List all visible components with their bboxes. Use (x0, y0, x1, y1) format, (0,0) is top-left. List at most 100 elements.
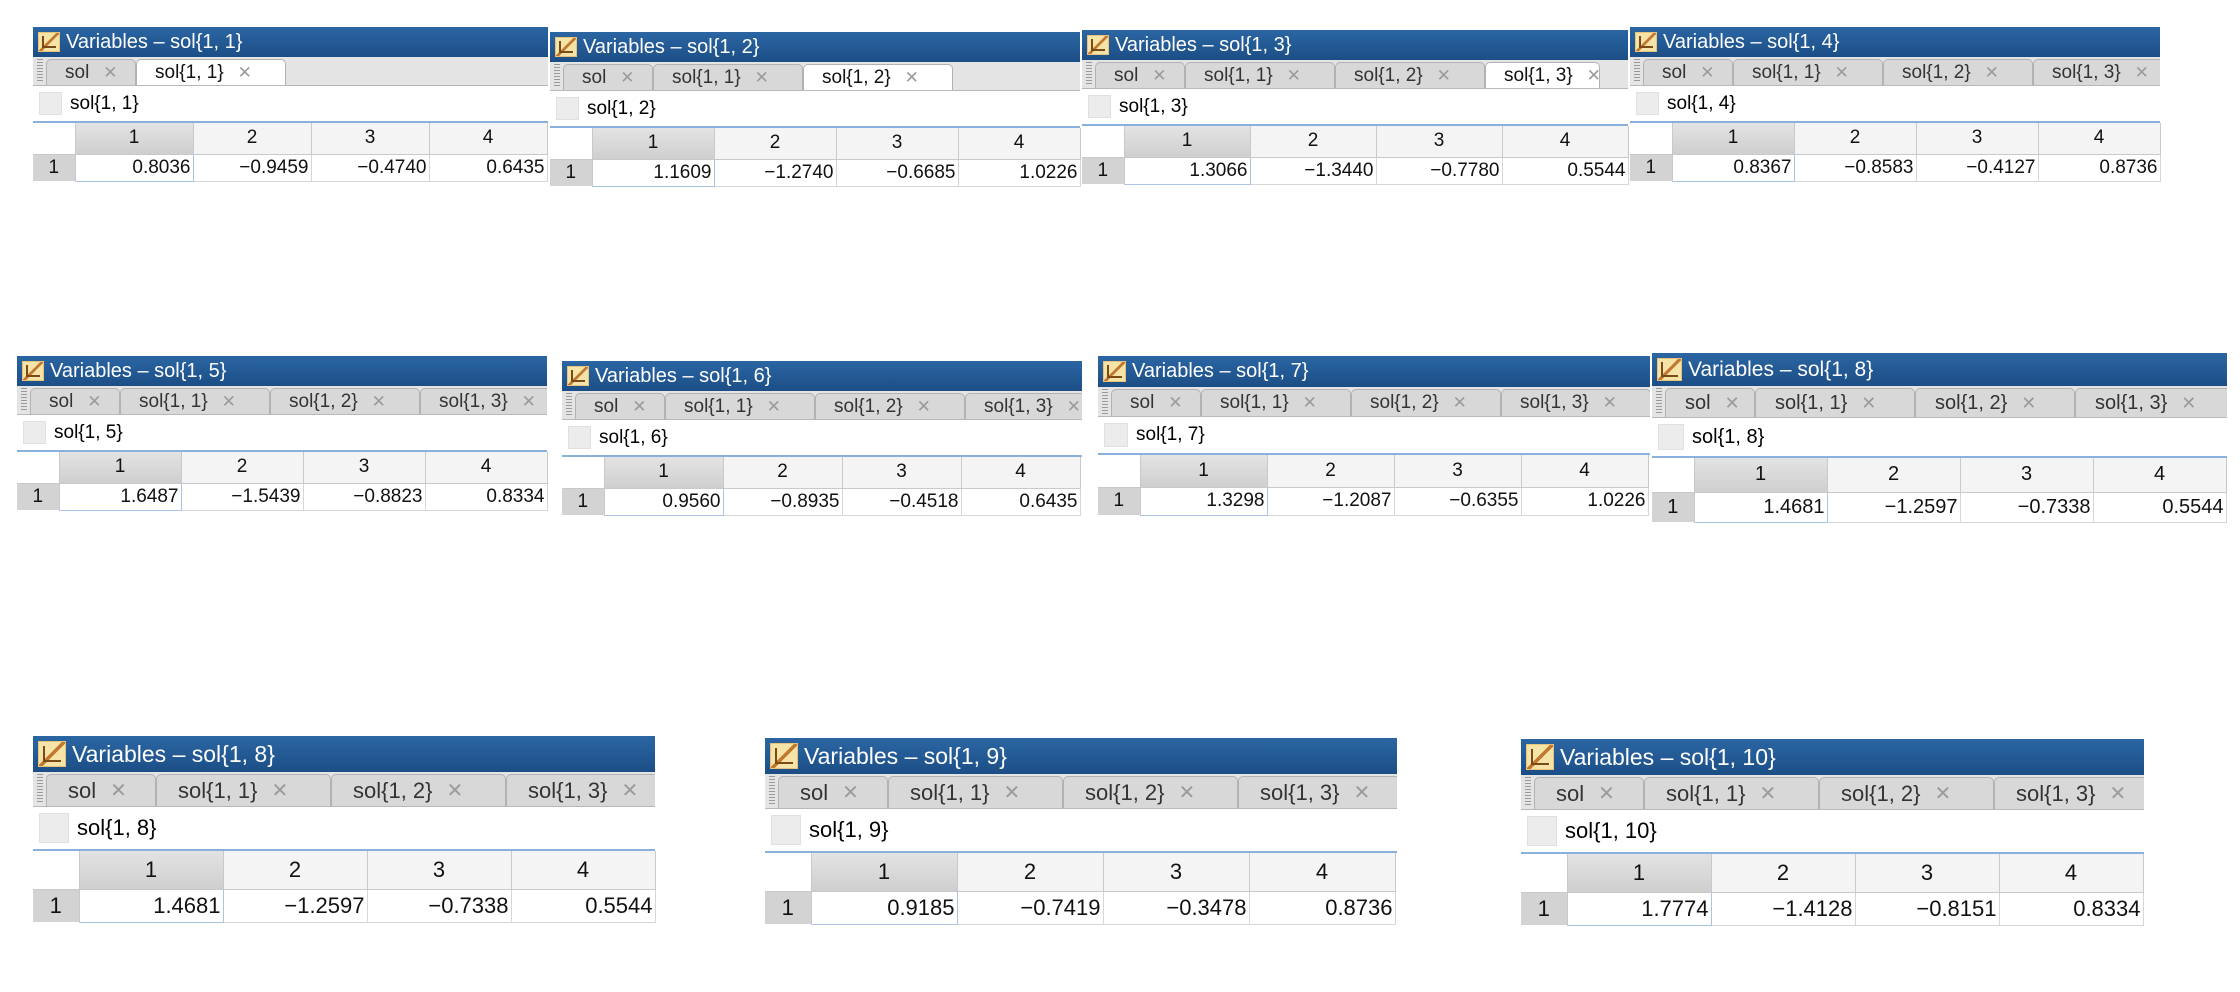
close-tab-icon[interactable]: ✕ (754, 67, 769, 87)
column-header[interactable]: 3 (1855, 854, 2000, 893)
close-tab-icon[interactable]: ✕ (1178, 781, 1196, 804)
variable-tab[interactable]: sol{1, 2} ✕ (1883, 59, 2033, 85)
variable-tab[interactable]: sol ✕ (1665, 388, 1755, 417)
column-header[interactable]: 3 (311, 123, 430, 155)
row-header[interactable]: 1 (1652, 492, 1695, 522)
grid-corner[interactable] (550, 128, 593, 160)
variable-tab[interactable]: sol{1, 3} ✕ (1485, 62, 1601, 88)
grid-cell[interactable]: 1.4681 (1693, 491, 1828, 523)
variable-tab[interactable]: sol{1, 1} ✕ (136, 59, 286, 85)
grid-corner[interactable] (1082, 126, 1125, 158)
column-header[interactable]: 1 (592, 128, 715, 160)
variable-tab[interactable]: sol{1, 1} ✕ (1185, 62, 1335, 88)
grid-corner[interactable] (1652, 458, 1695, 493)
variable-tab[interactable]: sol{1, 1} ✕ (888, 776, 1063, 808)
column-header[interactable]: 1 (811, 853, 958, 892)
close-tab-icon[interactable]: ✕ (1861, 392, 1877, 413)
grid-cell[interactable]: −1.2740 (714, 159, 837, 187)
column-header[interactable]: 2 (1827, 458, 1961, 493)
grid-corner[interactable] (1630, 123, 1673, 155)
close-tab-icon[interactable]: ✕ (1452, 393, 1467, 412)
row-header[interactable]: 1 (1082, 157, 1125, 184)
close-tab-icon[interactable]: ✕ (1302, 393, 1317, 412)
column-header[interactable]: 2 (957, 853, 1104, 892)
grid-cell[interactable]: 1.0226 (958, 159, 1081, 187)
grid-cell[interactable]: −0.6355 (1394, 487, 1522, 516)
variable-tab[interactable]: sol ✕ (1095, 62, 1185, 88)
column-header[interactable]: 1 (79, 851, 224, 890)
variable-tab[interactable]: sol{1, 3} ✕ (1238, 776, 1397, 808)
grid-cell[interactable]: 0.8334 (1999, 892, 2144, 926)
variable-tab[interactable]: sol ✕ (1534, 777, 1644, 809)
panel-title-bar[interactable]: Variables – sol{1, 3} (1082, 30, 1628, 60)
column-header[interactable]: 4 (425, 452, 548, 484)
variable-tab[interactable]: sol{1, 1} ✕ (665, 393, 815, 419)
grid-cell[interactable]: −0.4127 (1916, 154, 2039, 182)
column-header[interactable]: 3 (1394, 455, 1522, 488)
variable-tab[interactable]: sol{1, 2} ✕ (803, 64, 953, 90)
grid-cell[interactable]: 0.5544 (2093, 492, 2227, 523)
grid-cell[interactable]: 1.3298 (1139, 486, 1268, 516)
column-header[interactable]: 4 (2093, 458, 2227, 493)
close-tab-icon[interactable]: ✕ (1286, 65, 1301, 85)
variable-tab[interactable]: sol{1, 2} ✕ (1335, 62, 1485, 88)
grid-cell[interactable]: −0.7338 (367, 889, 512, 923)
column-header[interactable]: 3 (836, 128, 959, 160)
grid-cell[interactable]: −0.4518 (842, 488, 962, 516)
column-header[interactable]: 2 (1267, 455, 1395, 488)
grid-corner[interactable] (765, 853, 812, 892)
column-header[interactable]: 1 (604, 457, 724, 489)
drag-grip-handle[interactable] (1102, 389, 1108, 414)
row-header[interactable]: 1 (562, 488, 605, 515)
row-header[interactable]: 1 (33, 889, 80, 922)
close-tab-icon[interactable]: ✕ (1152, 65, 1167, 85)
column-header[interactable]: 2 (223, 851, 368, 890)
panel-title-bar[interactable]: Variables – sol{1, 9} (765, 738, 1397, 774)
row-header[interactable]: 1 (765, 891, 812, 924)
close-tab-icon[interactable]: ✕ (2134, 62, 2149, 82)
grid-cell[interactable]: −1.2087 (1267, 487, 1395, 516)
column-header[interactable]: 3 (1376, 126, 1503, 158)
column-header[interactable]: 3 (1103, 853, 1250, 892)
grid-cell[interactable]: 1.1609 (591, 158, 715, 187)
close-tab-icon[interactable]: ✕ (2109, 782, 2127, 805)
grid-cell[interactable]: 0.8334 (425, 483, 548, 511)
close-tab-icon[interactable]: ✕ (1984, 62, 1999, 82)
grid-cell[interactable]: 0.8367 (1671, 153, 1795, 182)
grid-cell[interactable]: −1.3440 (1250, 157, 1377, 185)
column-header[interactable]: 3 (842, 457, 962, 489)
variable-tab[interactable]: sol{1, 2} ✕ (1063, 776, 1238, 808)
close-tab-icon[interactable]: ✕ (1598, 782, 1615, 805)
column-header[interactable]: 1 (1672, 123, 1795, 155)
grid-corner[interactable] (562, 457, 605, 489)
close-tab-icon[interactable]: ✕ (621, 779, 639, 802)
variable-tab[interactable]: sol{1, 2} ✕ (1915, 388, 2075, 417)
variable-tab[interactable]: sol ✕ (30, 388, 120, 414)
panel-title-bar[interactable]: Variables – sol{1, 4} (1630, 27, 2160, 57)
column-header[interactable]: 4 (429, 123, 548, 155)
close-tab-icon[interactable]: ✕ (271, 779, 289, 802)
close-tab-icon[interactable]: ✕ (2181, 392, 2197, 413)
row-header[interactable]: 1 (17, 483, 60, 510)
drag-grip-handle[interactable] (1656, 388, 1662, 415)
panel-title-bar[interactable]: Variables – sol{1, 7} (1098, 356, 1650, 387)
grid-corner[interactable] (1098, 455, 1141, 488)
panel-title-bar[interactable]: Variables – sol{1, 5} (17, 356, 547, 386)
grid-cell[interactable]: −0.8583 (1794, 154, 1917, 182)
drag-grip-handle[interactable] (37, 59, 43, 83)
column-header[interactable]: 4 (958, 128, 1081, 160)
drag-grip-handle[interactable] (37, 774, 43, 804)
grid-corner[interactable] (33, 851, 80, 890)
row-header[interactable]: 1 (33, 154, 76, 181)
variable-tab[interactable]: sol{1, 2} ✕ (331, 774, 506, 806)
variable-tab[interactable]: sol{1, 3} ✕ (965, 393, 1082, 419)
variable-tab[interactable]: sol{1, 1} ✕ (156, 774, 331, 806)
column-header[interactable]: 2 (714, 128, 837, 160)
grid-cell[interactable]: 0.8736 (1249, 891, 1396, 925)
column-header[interactable]: 2 (181, 452, 304, 484)
column-header[interactable]: 1 (1694, 458, 1828, 493)
variable-tab[interactable]: sol{1, 2} ✕ (270, 388, 420, 414)
drag-grip-handle[interactable] (769, 776, 775, 806)
grid-cell[interactable]: 1.3066 (1123, 156, 1251, 185)
variable-tab[interactable]: sol{1, 1} ✕ (1644, 777, 1819, 809)
